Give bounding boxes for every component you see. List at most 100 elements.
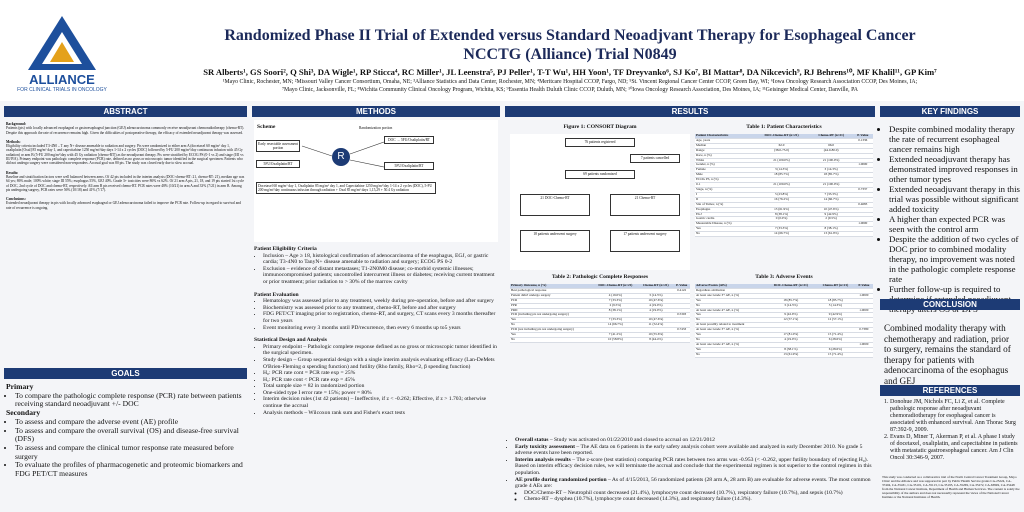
list-item: Donohue JM, Nichols FC, Li Z, et al. Com… bbox=[890, 399, 1020, 434]
table-cell bbox=[765, 308, 817, 314]
table-row: PCR (not including pts not undergoing su… bbox=[510, 327, 690, 334]
consort-box: 7 patients cancelled bbox=[630, 154, 680, 163]
subtitle: NCCTG (Alliance) Trial N0849 bbox=[463, 46, 677, 63]
list-item: Despite combined modality therapy the ra… bbox=[889, 124, 1020, 154]
table-cell: Stage, n (%) bbox=[695, 187, 754, 193]
table-cell bbox=[854, 352, 873, 358]
table-row: Esophagus 13 (61.9%) 10 (47.6%) bbox=[695, 207, 873, 213]
consort-box: 69 patients randomized bbox=[565, 170, 635, 179]
table-cell: 10 (47.6%) bbox=[809, 207, 853, 213]
list-item: Inclusion – Age ≥ 18, histological confi… bbox=[263, 253, 498, 266]
table-cell: 0.1336 bbox=[852, 138, 873, 144]
table-cell: 1.0000 bbox=[852, 221, 873, 228]
table-cell: 13 (61.9%) bbox=[809, 231, 853, 238]
authors: SR Alberts¹, GS Soori², Q Shi³, DA Wigle… bbox=[203, 67, 937, 77]
table-cell bbox=[809, 187, 853, 193]
reference-list: Donohue JM, Nichols FC, Li Z, et al. Com… bbox=[880, 399, 1020, 462]
list-item: Exclusion – evidence of distant metastas… bbox=[263, 266, 498, 286]
table-cell: 6 (28.6%) bbox=[816, 347, 855, 353]
table: Adverse Events (AEs) DOC-Chemo-RT (n=21) C… bbox=[695, 283, 873, 358]
bullet-label: Overall status bbox=[515, 437, 549, 443]
figure-title: Figure 1: CONSORT Diagram bbox=[563, 124, 637, 130]
table-cell: 8 (38.1%) bbox=[592, 308, 639, 314]
table-cell bbox=[816, 327, 855, 334]
table-cell bbox=[765, 322, 817, 329]
table-cell bbox=[809, 221, 853, 228]
list-item: H₀: PCR rate cont = PCR rate exp = 25% bbox=[263, 370, 498, 377]
abstract-text: Baseline and stratification factors were… bbox=[6, 174, 245, 192]
table-cell: 18 (85.7%) bbox=[765, 298, 817, 304]
table-cell bbox=[852, 158, 873, 164]
list-item: To assess and compare the overall surviv… bbox=[15, 426, 245, 444]
table-cell: 0.5303 bbox=[673, 313, 690, 319]
table-grid: Patient Characteristics DOC-Chemo-RT (n=2… bbox=[695, 133, 873, 238]
list-item: Event monitoring every 3 months until PD… bbox=[263, 325, 498, 332]
table-cell: EGJ bbox=[695, 212, 754, 218]
table-cell bbox=[673, 317, 690, 324]
table-cell: 15 (71.4%) bbox=[816, 332, 855, 338]
table-cell: 0.4122 bbox=[673, 288, 690, 294]
table-cell bbox=[753, 177, 810, 184]
list-item: Despite the addition of two cycles of DO… bbox=[889, 234, 1020, 284]
abstract-label: Conclusions: bbox=[6, 197, 26, 202]
table-cell: No bbox=[695, 337, 766, 343]
table-cell: 3 (14.3%) bbox=[765, 303, 817, 309]
table-cell bbox=[854, 332, 873, 338]
table-row: No 12 (57.1%) 12 (57.1%) bbox=[695, 317, 873, 324]
title: Randomized Phase II Trial of Extended ve… bbox=[224, 27, 916, 44]
table-cell bbox=[852, 153, 873, 159]
table-row: ECOG PS, n (%) bbox=[695, 177, 873, 184]
bullet-label: Interim analysis results bbox=[515, 456, 571, 463]
table-cell: P-Value bbox=[673, 283, 690, 289]
table-cell bbox=[854, 337, 873, 343]
list-item: Chemo-RT – dysphea (10.7%), lymphocyte c… bbox=[524, 496, 874, 503]
table-cell: 18 (85.7%) bbox=[753, 172, 810, 179]
table-cell: 18 (85.7%) bbox=[816, 298, 855, 304]
table-row: Gender, n (%) 1.0000 bbox=[695, 163, 873, 169]
table-cell: No bbox=[695, 352, 766, 358]
list-item: Early toxicity assessment – The AE data … bbox=[515, 444, 874, 457]
consort-box: 76 patients registered bbox=[565, 138, 635, 147]
table-cell: PPR bbox=[510, 303, 593, 309]
footer-note: This study was conducted as a collaborat… bbox=[882, 475, 1020, 499]
table-cell: 13 (61.9%) bbox=[753, 207, 810, 213]
table-cell: 9 (42.9%) bbox=[809, 212, 853, 218]
bullet-text: – Study was activated on 01/22/2010 and … bbox=[549, 437, 715, 443]
table-cell: Yes bbox=[510, 332, 593, 338]
table-cell bbox=[854, 317, 873, 324]
table-cell bbox=[816, 322, 855, 329]
table-cell: 8 (38.1%) bbox=[753, 212, 810, 218]
table-cell bbox=[753, 202, 810, 208]
list-item: FDG PET/CT imaging prior to registration… bbox=[263, 311, 498, 324]
table: Patient Characteristics DOC-Chemo-RT (n=2… bbox=[695, 133, 873, 238]
table-cell: 21 (100.0%) bbox=[753, 182, 810, 188]
table-row: Yes 7 (41.2%) 10 (55.6%) bbox=[510, 332, 690, 338]
table-cell: 13 (61.9%) bbox=[765, 352, 817, 358]
table-row: Site of Tumor, n (%) 0.4683 bbox=[695, 202, 873, 208]
table-cell: Gastric cardia bbox=[695, 216, 754, 223]
table-cell: P-Value bbox=[854, 283, 873, 289]
table-row: EGJ 8 (38.1%) 9 (42.9%) bbox=[695, 212, 873, 218]
list-item: Analysis methods – Wilcoxon rank sum and… bbox=[263, 410, 498, 417]
abstract-label: Methods: bbox=[6, 139, 21, 144]
goal-list: To assess and compare the adverse event … bbox=[6, 417, 245, 479]
table-cell: 12 (57.1%) bbox=[816, 317, 855, 324]
table-cell: 1.0000 bbox=[854, 308, 873, 314]
consort-box: 18 patients underwent surgery bbox=[520, 230, 590, 252]
table-cell: 4 (19.0%) bbox=[638, 308, 674, 314]
table-cell bbox=[753, 187, 810, 193]
table-row: PCR (including pts not undergoing surger… bbox=[510, 313, 690, 319]
table-title: Table 2: Pathologic Complete Responses bbox=[551, 274, 649, 280]
abstract-paragraph: Results: Baseline and stratification fact… bbox=[6, 171, 245, 192]
table-row: White 21 (100.0%) 21 (100.0%) bbox=[695, 158, 873, 164]
table-cell: No bbox=[695, 317, 766, 324]
table-cell: 15 (71.4%) bbox=[816, 352, 855, 358]
scheme: Scheme Randomization portion Early resec… bbox=[254, 120, 498, 242]
table-cell: Yes bbox=[695, 298, 766, 304]
table-cell: ECOG PS, n (%) bbox=[695, 177, 754, 184]
table-row: Yes 7 (33.3%) 10 (47.6%) bbox=[510, 317, 690, 324]
table-row: Primary Outcome, n (%) DOC-Chemo-RT (n=21… bbox=[510, 283, 690, 289]
scheme-label: Randomization portion bbox=[359, 126, 393, 130]
table-row: No 4 (19.0%) 6 (28.6%) bbox=[695, 337, 873, 343]
table-cell: P-Value bbox=[852, 133, 873, 139]
